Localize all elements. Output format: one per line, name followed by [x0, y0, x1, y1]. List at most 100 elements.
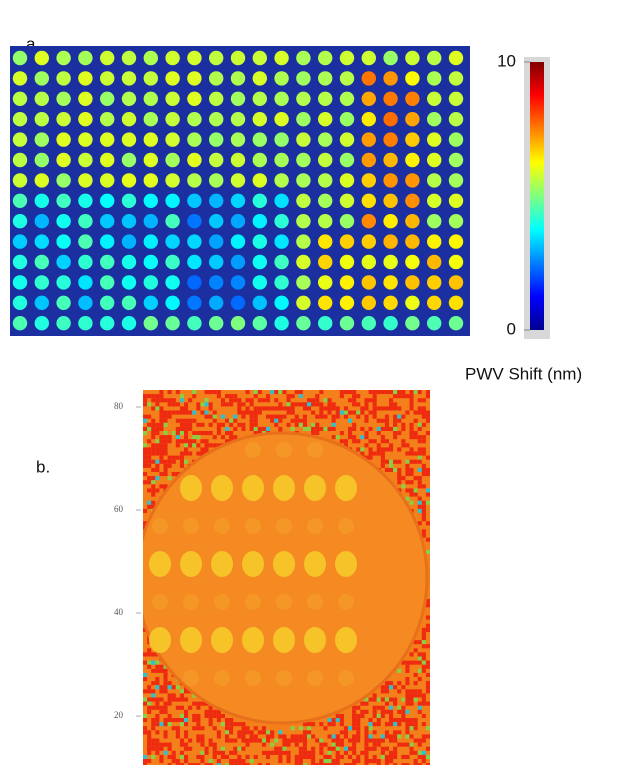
pixel [229, 722, 234, 727]
pixel [155, 701, 160, 706]
pixel [397, 476, 402, 481]
pixel [380, 685, 385, 690]
pixel [307, 734, 312, 739]
pixel [167, 685, 172, 690]
pixel [315, 763, 320, 765]
spot [230, 214, 246, 229]
colorbar [530, 62, 544, 330]
pixel [384, 754, 389, 759]
pixel [184, 418, 189, 423]
spot [448, 214, 464, 229]
pixel [179, 718, 184, 723]
pixel [425, 488, 430, 493]
pixel [352, 398, 357, 403]
pixel [364, 431, 369, 436]
pixel [393, 750, 398, 755]
pixel [188, 410, 193, 415]
pixel [307, 754, 312, 759]
pixel [397, 718, 402, 723]
pixel [348, 746, 353, 751]
pixel [225, 426, 230, 431]
pixel [151, 459, 156, 464]
pixel [151, 488, 156, 493]
pixel [364, 726, 369, 731]
pixel [421, 627, 426, 632]
pixel [368, 734, 373, 739]
pixel [151, 484, 156, 489]
pixel [229, 738, 234, 743]
pixel [179, 750, 184, 755]
spot [318, 254, 333, 270]
pixel [409, 722, 414, 727]
pixel [417, 480, 422, 485]
pixel [151, 431, 156, 436]
pixel [184, 447, 189, 452]
spot [405, 50, 420, 66]
pixel [143, 451, 148, 456]
pixel [147, 750, 152, 755]
spot [143, 50, 158, 66]
spot [361, 71, 376, 86]
spot [214, 670, 230, 686]
spot [187, 316, 202, 331]
spot [427, 234, 442, 249]
pixel [401, 718, 406, 723]
pixel [237, 754, 242, 759]
spot [121, 214, 137, 229]
spot [143, 214, 158, 229]
spot [183, 518, 199, 534]
pixel [179, 439, 184, 444]
spot [405, 295, 420, 310]
spot [427, 275, 442, 290]
pixel [319, 402, 324, 407]
pixel [278, 734, 283, 739]
pixel [175, 726, 180, 731]
spot [405, 234, 420, 249]
pixel [245, 754, 250, 759]
pixel [249, 422, 254, 427]
pixel [376, 431, 381, 436]
pixel [311, 398, 316, 403]
spot [34, 132, 49, 147]
pixel [237, 759, 242, 764]
pixel [233, 414, 238, 419]
pixel [163, 742, 168, 747]
pixel [421, 644, 426, 649]
pixel [327, 763, 332, 765]
pixel [413, 488, 418, 493]
pixel [307, 398, 312, 403]
spot [34, 112, 49, 127]
pixel [184, 402, 189, 407]
pixel [147, 394, 152, 399]
pixel [278, 754, 283, 759]
spot [165, 71, 180, 86]
pixel [380, 435, 385, 440]
pixel [155, 394, 160, 399]
spot [252, 71, 267, 86]
pixel [208, 406, 213, 411]
pixel [184, 742, 189, 747]
pixel [196, 402, 201, 407]
pixel [393, 435, 398, 440]
pixel [327, 754, 332, 759]
pixel [179, 398, 184, 403]
spot [187, 132, 202, 147]
spot [276, 518, 292, 534]
pixel [159, 406, 164, 411]
pixel [319, 759, 324, 764]
pixel [167, 742, 172, 747]
pixel [417, 398, 422, 403]
pixel [307, 406, 312, 411]
spot [383, 295, 398, 310]
pixel [155, 664, 160, 669]
pixel [225, 402, 230, 407]
pixel [294, 763, 299, 765]
pixel [184, 410, 189, 415]
pixel [417, 660, 422, 665]
pixel [143, 459, 148, 464]
pixel [368, 451, 373, 456]
pixel [389, 685, 394, 690]
pixel [372, 730, 377, 735]
pixel [229, 422, 234, 427]
pixel [425, 660, 430, 665]
